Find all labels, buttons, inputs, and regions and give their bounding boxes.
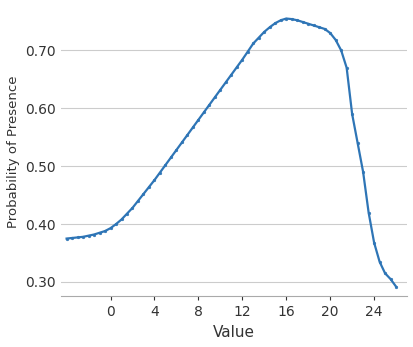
Y-axis label: Probability of Presence: Probability of Presence bbox=[7, 75, 20, 228]
X-axis label: Value: Value bbox=[213, 325, 254, 340]
